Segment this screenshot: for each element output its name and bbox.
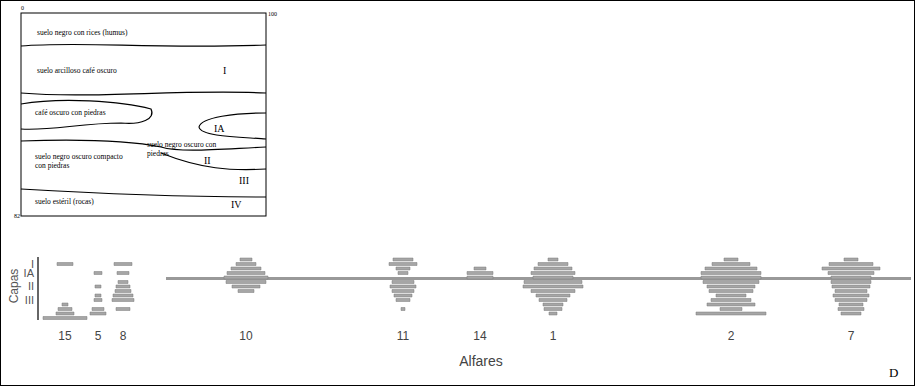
html-text:Alfares: Alfares (459, 353, 503, 369)
svg-text:100: 100 (268, 11, 277, 17)
svg-text:II: II (28, 280, 34, 292)
html-text:10: 10 (239, 329, 253, 343)
svg-text:III: III (25, 294, 34, 306)
svg-text:suelo negro con rices (humus): suelo negro con rices (humus) (37, 28, 128, 37)
svg-text:suelo arcilloso café oscuro: suelo arcilloso café oscuro (37, 66, 117, 75)
html-text:1: 1 (549, 329, 557, 343)
html-text:5: 5 (94, 329, 102, 343)
html-text:11: 11 (396, 329, 410, 343)
html-text:8: 8 (119, 329, 127, 343)
svg-text:82: 82 (14, 213, 20, 219)
html-text:14: 14 (473, 329, 487, 343)
svg-text:suelo estéril (rocas): suelo estéril (rocas) (35, 197, 94, 206)
html-text:15: 15 (58, 329, 72, 343)
svg-text:III: III (239, 175, 249, 186)
svg-text:café oscuro con piedras: café oscuro con piedras (35, 108, 106, 117)
svg-text:I: I (30, 257, 34, 270)
html-text:suelo negro oscuro con: suelo negro oscuro con (147, 140, 217, 149)
html-text:7: 7 (847, 329, 855, 343)
svg-text:I: I (223, 65, 226, 76)
svg-text:suelo negro oscuro compactocon: suelo negro oscuro compactocon piedras (35, 152, 123, 170)
html-text:2: 2 (727, 329, 735, 343)
svg-text:Capas: Capas (7, 269, 21, 304)
svg-text:IA: IA (24, 267, 35, 279)
svg-text:IV: IV (231, 199, 242, 210)
svg-text:IA: IA (214, 123, 225, 134)
svg-text:0: 0 (21, 5, 24, 11)
svg-text:II: II (204, 155, 211, 166)
html-text:piedras: piedras (147, 149, 169, 158)
html-text:D: D (889, 365, 899, 380)
